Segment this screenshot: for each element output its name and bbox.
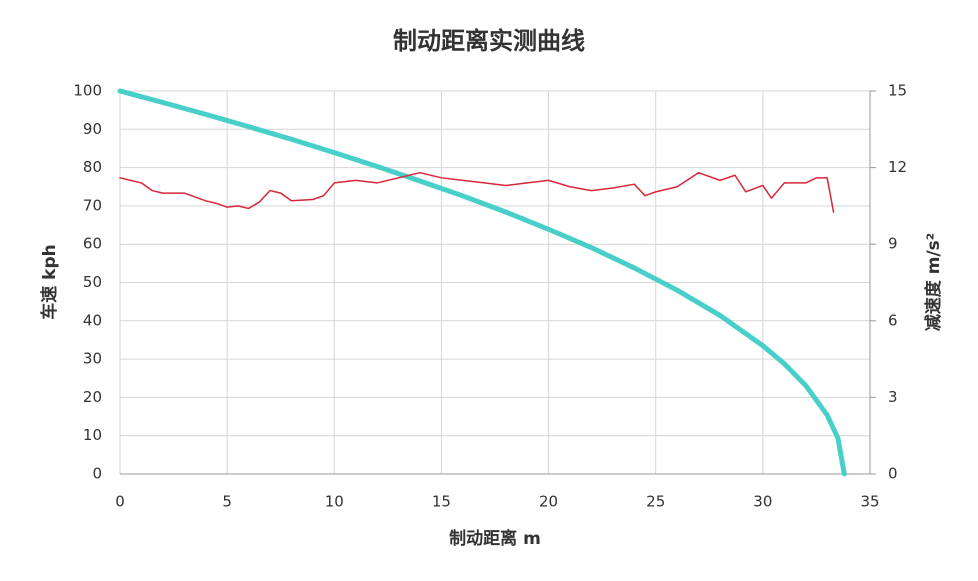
y-tick-label: 50 [83,273,102,291]
y2-tick-label: 3 [888,388,898,406]
y-tick-label: 10 [83,426,102,444]
x-tick-label: 30 [753,493,772,511]
series-line [117,88,847,477]
chart-title: 制动距离实测曲线 [393,27,585,55]
y-axis-title: 车速 kph [39,244,60,320]
y-tick-label: 80 [83,158,102,176]
y2-tick-label: 15 [888,82,907,100]
y-tick-label: 30 [83,350,102,368]
x-axis-title: 制动距离 m [449,528,541,549]
x-tick-label: 25 [646,493,665,511]
x-tick-label: 0 [115,493,125,511]
y-tick-label: 60 [83,235,102,253]
y2-tick-label: 0 [888,465,898,483]
x-tick-label: 15 [432,493,451,511]
y-tick-label: 40 [83,311,102,329]
y-tick-label: 70 [83,196,102,214]
y-tick-label: 20 [83,388,102,406]
x-tick-label: 5 [222,493,232,511]
y-tick-label: 90 [83,120,102,138]
y2-tick-label: 12 [888,158,907,176]
series-line [119,171,835,214]
y2-tick-label: 9 [888,235,898,253]
x-tick-label: 35 [860,493,879,511]
x-tick-label: 10 [325,493,344,511]
y-tick-label: 0 [92,465,102,483]
y-tick-label: 100 [73,82,102,100]
x-tick-label: 20 [539,493,558,511]
y2-tick-label: 6 [888,311,898,329]
y2-axis-title: 减速度 m/s² [923,233,944,331]
